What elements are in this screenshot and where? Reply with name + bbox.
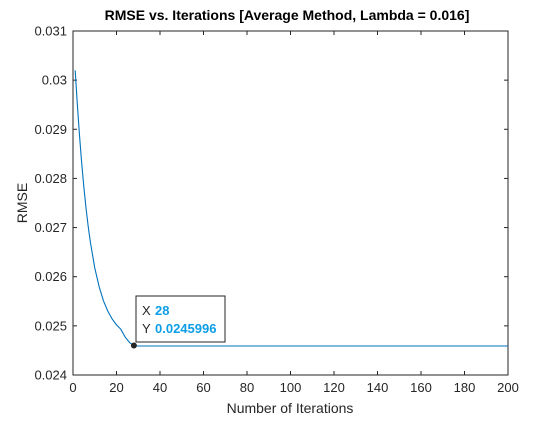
x-tick-label: 120 [323,380,345,395]
datatip-layer[interactable]: X 28 Y 0.0245996 [130,295,226,349]
y-tick-label: 0.031 [34,24,67,39]
y-axis-ticks: 0.024 0.025 0.026 0.027 0.028 0.029 0.03 0.031 [34,24,508,383]
x-tick-label: 80 [240,380,254,395]
datatip-y-value: 0.0245996 [155,321,216,336]
rmse-series-line [74,70,508,347]
x-tick-label: 160 [410,380,432,395]
datatip-box[interactable] [135,295,226,343]
chart-title: RMSE vs. Iterations [Average Method, Lam… [105,7,470,23]
y-tick-label: 0.029 [34,122,67,137]
y-tick-label: 0.025 [34,318,67,333]
datatip-x-value: 28 [155,303,169,318]
x-tick-label: 100 [280,380,302,395]
y-tick-label: 0.026 [34,269,67,284]
datatip-y-label: Y [142,321,151,336]
x-axis-label: Number of Iterations [227,400,354,416]
x-tick-label: 140 [367,380,389,395]
x-tick-label: 200 [497,380,519,395]
datatip-x-label: X [142,303,151,318]
y-tick-label: 0.028 [34,171,67,186]
x-tick-label: 60 [196,380,210,395]
x-tick-label: 0 [69,380,76,395]
series-layer [74,70,508,347]
x-tick-label: 180 [454,380,476,395]
y-tick-label: 0.03 [42,73,67,88]
x-axis-ticks: 0 20 40 60 80 100 120 140 160 180 200 [69,31,519,395]
y-tick-label: 0.024 [34,368,67,383]
y-tick-label: 0.027 [34,220,67,235]
plot-area: 0 20 40 60 80 100 120 140 160 180 200 0.0240.0250.… [34,24,518,396]
x-tick-label: 20 [109,380,123,395]
x-tick-label: 40 [153,380,167,395]
y-axis-label: RMSE [14,183,30,223]
datatip-marker[interactable] [130,342,137,349]
